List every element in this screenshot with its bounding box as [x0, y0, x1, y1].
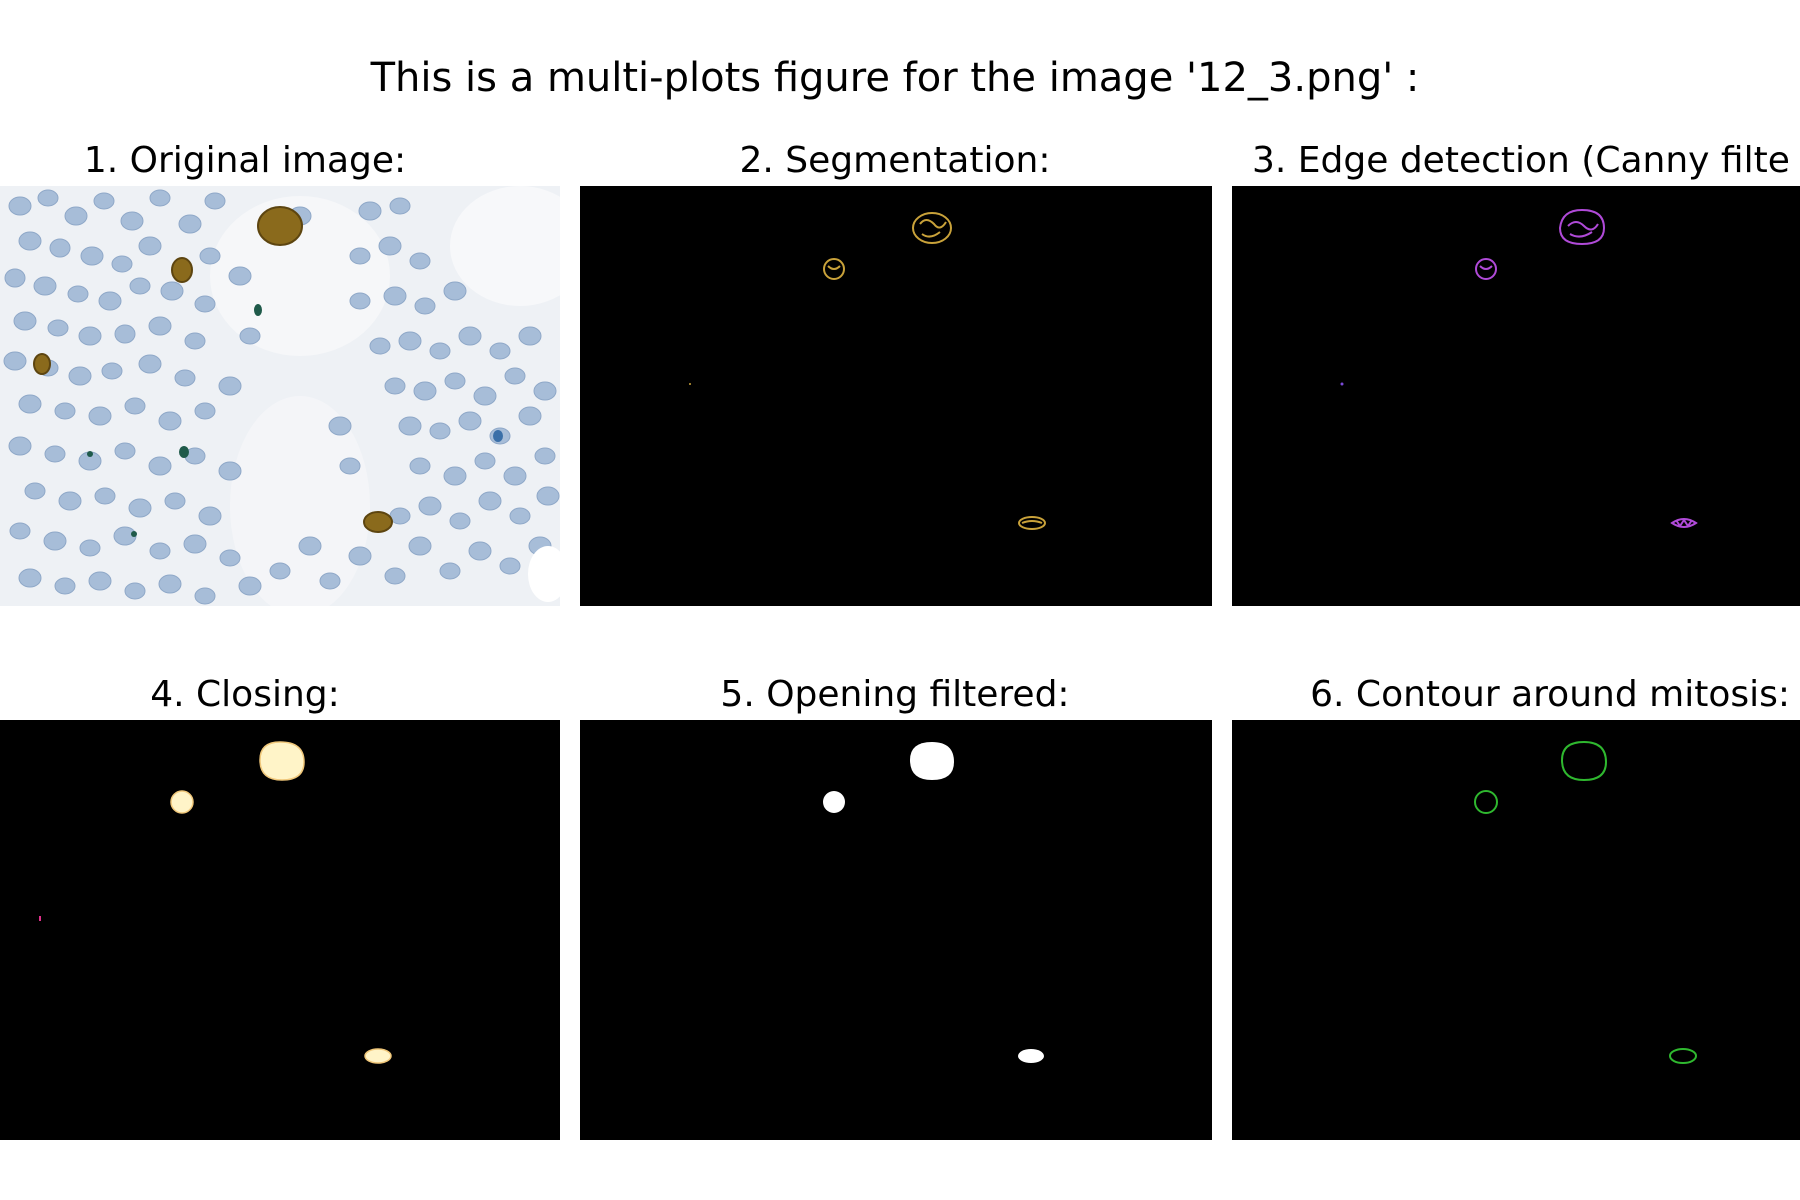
- opening-panel: [580, 720, 1212, 1140]
- contour-image: [1232, 720, 1800, 1140]
- original-image: [0, 186, 560, 606]
- panel-title-edge-detection: 3. Edge detection (Canny filte: [1252, 140, 1790, 181]
- figure-title: This is a multi-plots figure for the ima…: [370, 55, 1420, 101]
- panel-title-original: 1. Original image:: [83, 140, 407, 181]
- segmentation-panel: [580, 186, 1212, 606]
- closing-image: [0, 720, 560, 1140]
- panel-title-closing: 4. Closing:: [150, 674, 340, 715]
- original-image-panel: [0, 186, 560, 606]
- panel-title-contour: 6. Contour around mitosis:: [1310, 674, 1790, 715]
- panel-title-segmentation: 2. Segmentation:: [739, 140, 1051, 181]
- panel-title-opening: 5. Opening filtered:: [720, 674, 1070, 715]
- contour-panel: [1232, 720, 1800, 1140]
- segmentation-image: [580, 186, 1212, 606]
- opening-image: [580, 720, 1212, 1140]
- edge-detection-panel: [1232, 186, 1800, 606]
- closing-panel: [0, 720, 560, 1140]
- edge-detection-image: [1232, 186, 1800, 606]
